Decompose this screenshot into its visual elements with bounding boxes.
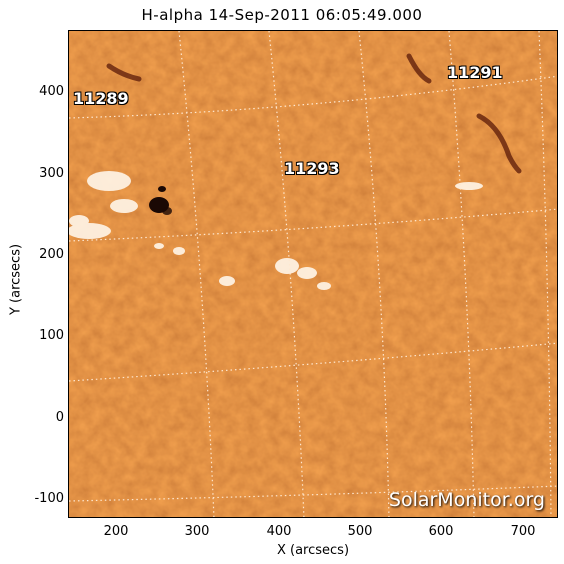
- x-tick-label: 700: [510, 524, 536, 539]
- x-tick-label: 600: [428, 524, 454, 539]
- y-tick-label: 300: [39, 166, 64, 181]
- plage-regions: [69, 171, 483, 290]
- heliographic-grid: [69, 31, 557, 517]
- y-tick-label: 400: [39, 84, 64, 99]
- y-tick-label: -100: [34, 491, 64, 506]
- solar-image-panel: 11289 11293 11291 SolarMonitor.org: [68, 30, 558, 518]
- x-axis-label: X (arcsecs): [276, 543, 350, 558]
- filaments: [106, 53, 522, 174]
- region-label-11293: 11293: [284, 159, 340, 178]
- x-tick-label: 400: [266, 524, 292, 539]
- y-tick-label: 100: [39, 328, 64, 343]
- y-tick-label: 0: [55, 410, 64, 425]
- x-tick-label: 300: [184, 524, 210, 539]
- y-tick-label: 200: [39, 247, 64, 262]
- solarmonitor-watermark: SolarMonitor.org: [388, 489, 545, 511]
- y-axis-label: Y (arcsecs): [8, 243, 24, 316]
- h-alpha-image: [69, 31, 557, 517]
- sunspot-group: [149, 186, 172, 215]
- figure-title: H-alpha 14-Sep-2011 06:05:49.000: [141, 6, 423, 24]
- region-label-11291: 11291: [447, 63, 503, 82]
- x-tick-label: 500: [347, 524, 373, 539]
- region-label-11289: 11289: [73, 89, 129, 108]
- x-tick-label: 200: [103, 524, 129, 539]
